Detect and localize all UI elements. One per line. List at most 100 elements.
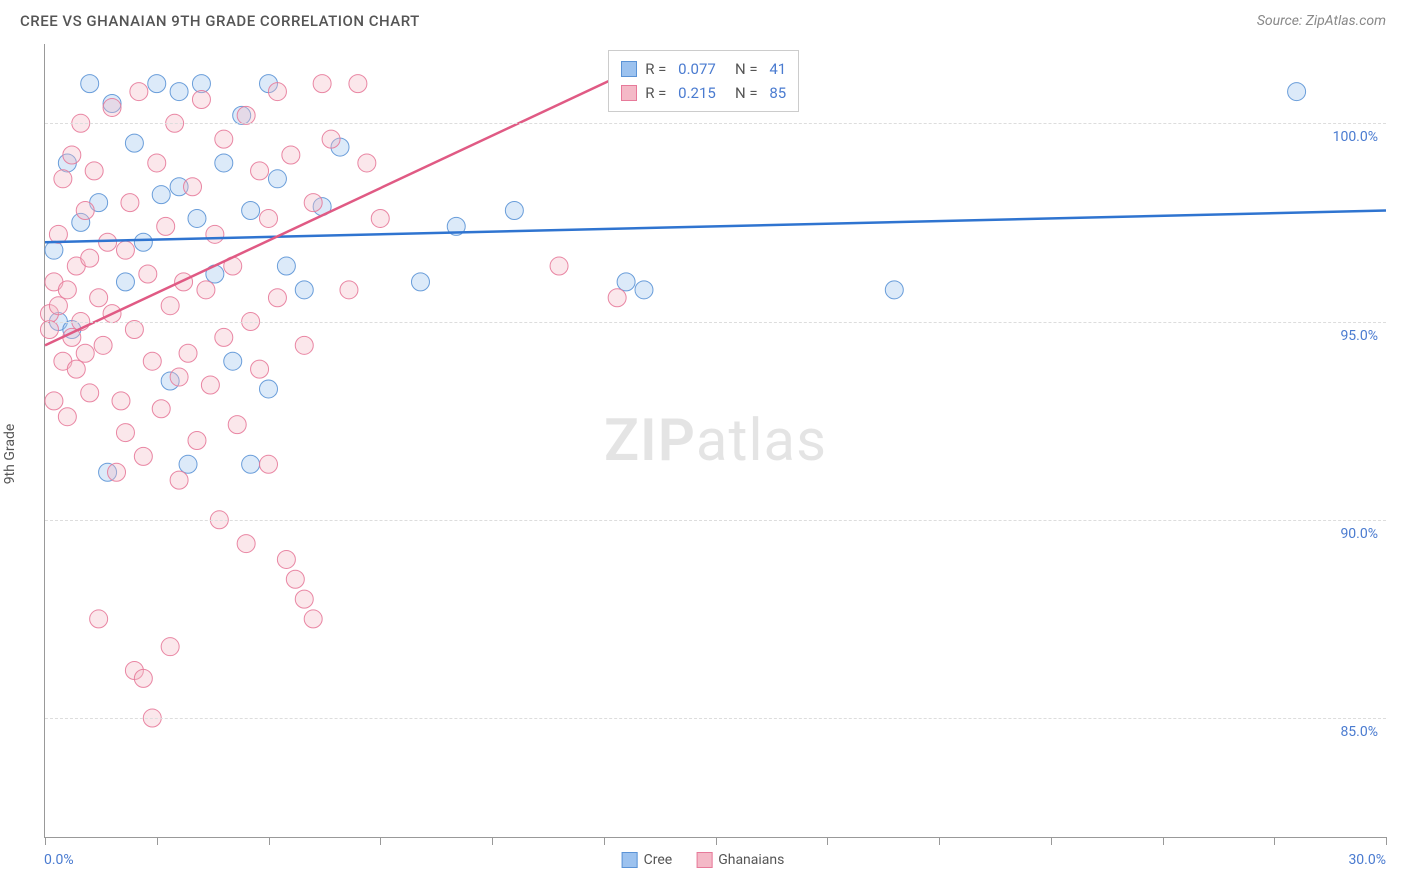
data-point (617, 273, 635, 291)
stats-row: R = 0.077 N = 41 (621, 57, 786, 81)
data-point (63, 146, 81, 164)
data-point (295, 590, 313, 608)
data-point (90, 289, 108, 307)
data-point (313, 75, 331, 93)
data-point (242, 455, 260, 473)
data-point (148, 154, 166, 172)
data-point (179, 344, 197, 362)
data-point (215, 130, 233, 148)
data-point (125, 320, 143, 338)
x-tick (157, 837, 158, 845)
data-point (192, 75, 210, 93)
data-point (635, 281, 653, 299)
data-point (103, 98, 121, 116)
y-tick-label: 90.0% (1340, 526, 1378, 542)
data-point (143, 352, 161, 370)
data-point (58, 408, 76, 426)
x-tick (492, 837, 493, 845)
data-point (40, 320, 58, 338)
data-point (90, 610, 108, 628)
data-point (260, 380, 278, 398)
data-point (340, 281, 358, 299)
source-label: Source: ZipAtlas.com (1257, 13, 1386, 29)
data-point (45, 241, 63, 259)
chart-title: CREE VS GHANAIAN 9TH GRADE CORRELATION C… (20, 12, 420, 30)
swatch-icon (621, 61, 637, 77)
data-point (206, 225, 224, 243)
data-point (139, 265, 157, 283)
series-legend: Cree Ghanaians (622, 852, 785, 868)
data-point (170, 368, 188, 386)
legend-label: Ghanaians (718, 852, 784, 868)
data-point (121, 194, 139, 212)
y-axis-title: 9th Grade (2, 424, 18, 485)
x-tick (716, 837, 717, 845)
data-point (134, 447, 152, 465)
y-tick-label: 100.0% (1333, 129, 1378, 145)
data-point (268, 170, 286, 188)
data-point (277, 257, 295, 275)
data-point (175, 273, 193, 291)
data-point (99, 233, 117, 251)
data-point (49, 297, 67, 315)
data-point (161, 297, 179, 315)
data-point (161, 638, 179, 656)
data-point (94, 336, 112, 354)
gridline (45, 718, 1386, 719)
data-point (237, 106, 255, 124)
gridline (45, 520, 1386, 521)
data-point (184, 178, 202, 196)
data-point (260, 455, 278, 473)
data-point (54, 170, 72, 188)
data-point (125, 134, 143, 152)
data-point (505, 202, 523, 220)
data-point (550, 257, 568, 275)
data-point (260, 209, 278, 227)
gridline (45, 123, 1386, 124)
data-point (304, 610, 322, 628)
data-point (349, 75, 367, 93)
data-point (85, 162, 103, 180)
data-point (76, 344, 94, 362)
data-point (251, 162, 269, 180)
data-point (152, 400, 170, 418)
data-point (188, 432, 206, 450)
y-tick-label: 85.0% (1340, 724, 1378, 740)
gridline (45, 322, 1386, 323)
data-point (322, 130, 340, 148)
data-point (148, 75, 166, 93)
data-point (81, 384, 99, 402)
data-point (116, 424, 134, 442)
data-point (228, 416, 246, 434)
swatch-icon (696, 852, 712, 868)
data-point (358, 154, 376, 172)
data-point (215, 154, 233, 172)
legend-item: Cree (622, 852, 673, 868)
data-point (295, 336, 313, 354)
swatch-icon (622, 852, 638, 868)
x-axis-max-label: 30.0% (1348, 852, 1386, 868)
data-point (268, 83, 286, 101)
data-point (304, 194, 322, 212)
data-point (170, 471, 188, 489)
data-point (251, 360, 269, 378)
x-tick (380, 837, 381, 845)
swatch-icon (621, 85, 637, 101)
stats-legend: R = 0.077 N = 41R = 0.215 N = 85 (608, 50, 799, 112)
data-point (608, 289, 626, 307)
data-point (116, 241, 134, 259)
x-tick (604, 837, 605, 845)
x-tick (45, 837, 46, 845)
x-tick (827, 837, 828, 845)
legend-item: Ghanaians (696, 852, 784, 868)
plot-area: ZIPatlas R = 0.077 N = 41R = 0.215 N = 8… (44, 44, 1386, 838)
data-point (157, 217, 175, 235)
data-point (81, 75, 99, 93)
data-point (170, 83, 188, 101)
data-point (67, 360, 85, 378)
data-point (295, 281, 313, 299)
data-point (45, 392, 63, 410)
x-tick (1274, 837, 1275, 845)
data-point (282, 146, 300, 164)
data-point (237, 535, 255, 553)
